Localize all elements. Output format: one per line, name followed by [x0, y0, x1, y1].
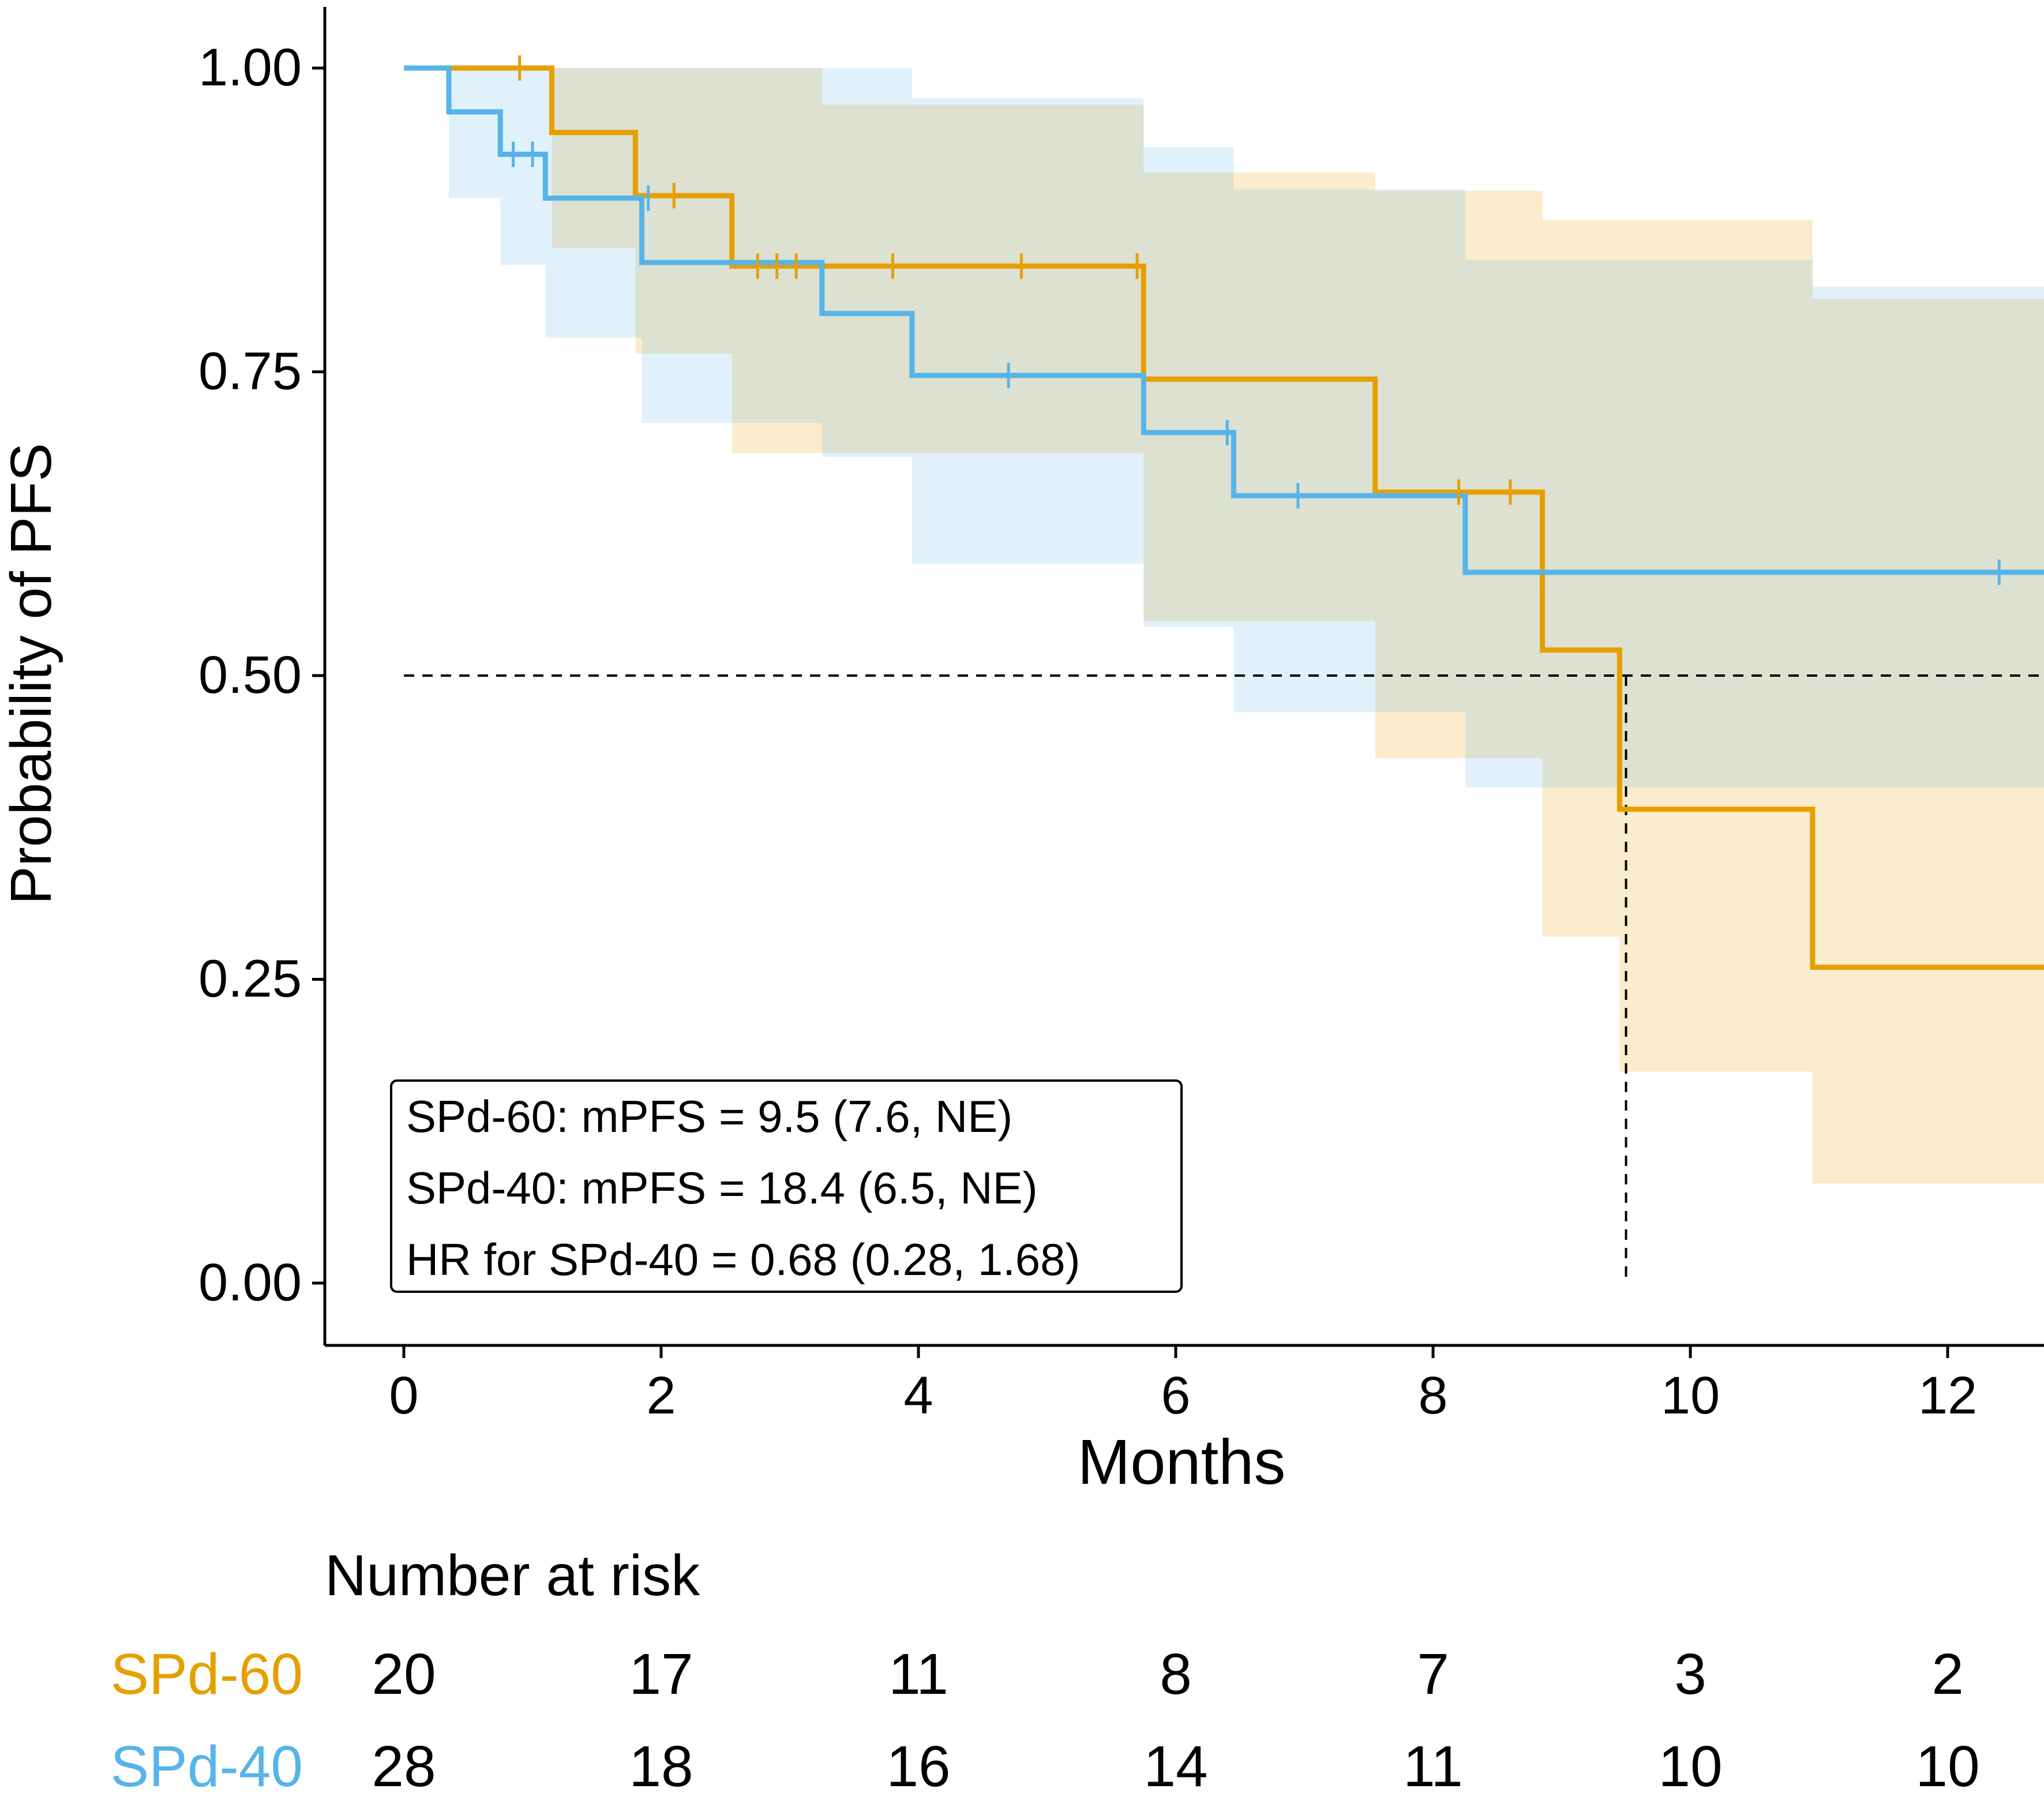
- risk-table: SPd-602017118732211111SPd-40281816141110…: [110, 1642, 1979, 1799]
- risk-count-spd-40: 10: [1658, 1734, 1722, 1799]
- risk-row-label-spd-40: SPd-40: [110, 1734, 303, 1799]
- x-axis-label: Months: [1078, 1427, 1286, 1498]
- km-curve-spd-40: [404, 65, 2044, 575]
- risk-count-spd-40: 28: [372, 1734, 436, 1799]
- annotation-line-spd40: SPd-40: mPFS = 18.4 (6.5, NE): [406, 1162, 1038, 1213]
- annotation-box: SPd-60: mPFS = 9.5 (7.6, NE) SPd-40: mPF…: [390, 1079, 1183, 1293]
- y-tick-label: 0.25: [198, 950, 302, 1008]
- risk-count-spd-60: 8: [1160, 1642, 1192, 1707]
- risk-count-spd-60: 20: [372, 1642, 436, 1707]
- y-tick-label: 0.75: [198, 342, 302, 401]
- ci-band-spd-60: [404, 68, 2044, 1184]
- ci-band-spd-40: [404, 68, 2044, 787]
- annotation-box-frame: [390, 1079, 1183, 1293]
- risk-table-title: Number at risk: [325, 1543, 700, 1608]
- x-tick-label: 2: [646, 1366, 676, 1425]
- km-curve-spd-60: [404, 65, 2044, 970]
- x-tick-label: 6: [1161, 1366, 1190, 1425]
- x-tick-label: 8: [1418, 1366, 1447, 1425]
- x-tick-label: 0: [389, 1366, 418, 1425]
- survival-curves: [404, 65, 2044, 970]
- risk-count-spd-60: 11: [888, 1642, 948, 1707]
- risk-count-spd-60: 17: [629, 1642, 693, 1707]
- censor-marks: [512, 55, 2001, 585]
- axis-ticks: 0.000.250.500.751.0002468101214161820222…: [198, 38, 1977, 1425]
- risk-count-spd-60: 3: [1674, 1642, 1707, 1707]
- risk-count-spd-40: 11: [1403, 1734, 1463, 1799]
- y-tick-label: 0.00: [198, 1253, 302, 1312]
- y-axis-label: Probability of PFS: [0, 443, 63, 905]
- y-tick-label: 1.00: [198, 38, 302, 97]
- y-tick-label: 0.50: [198, 646, 302, 704]
- risk-count-spd-60: 7: [1417, 1642, 1449, 1707]
- risk-count-spd-40: 14: [1143, 1734, 1207, 1799]
- annotation-line-hr: HR for SPd-40 = 0.68 (0.28, 1.68): [406, 1234, 1080, 1285]
- risk-count-spd-40: 10: [1915, 1734, 1979, 1799]
- annotation-line-spd60: SPd-60: mPFS = 9.5 (7.6, NE): [406, 1091, 1012, 1142]
- x-tick-label: 4: [903, 1366, 933, 1425]
- confidence-bands: [404, 68, 2044, 1184]
- risk-count-spd-40: 16: [886, 1734, 950, 1799]
- median-reference-lines: [404, 674, 2044, 1283]
- x-tick-label: 12: [1918, 1366, 1977, 1425]
- risk-count-spd-40: 18: [629, 1734, 693, 1799]
- risk-row-label-spd-60: SPd-60: [110, 1642, 303, 1707]
- x-tick-label: 10: [1661, 1366, 1720, 1425]
- risk-count-spd-60: 2: [1932, 1642, 1964, 1707]
